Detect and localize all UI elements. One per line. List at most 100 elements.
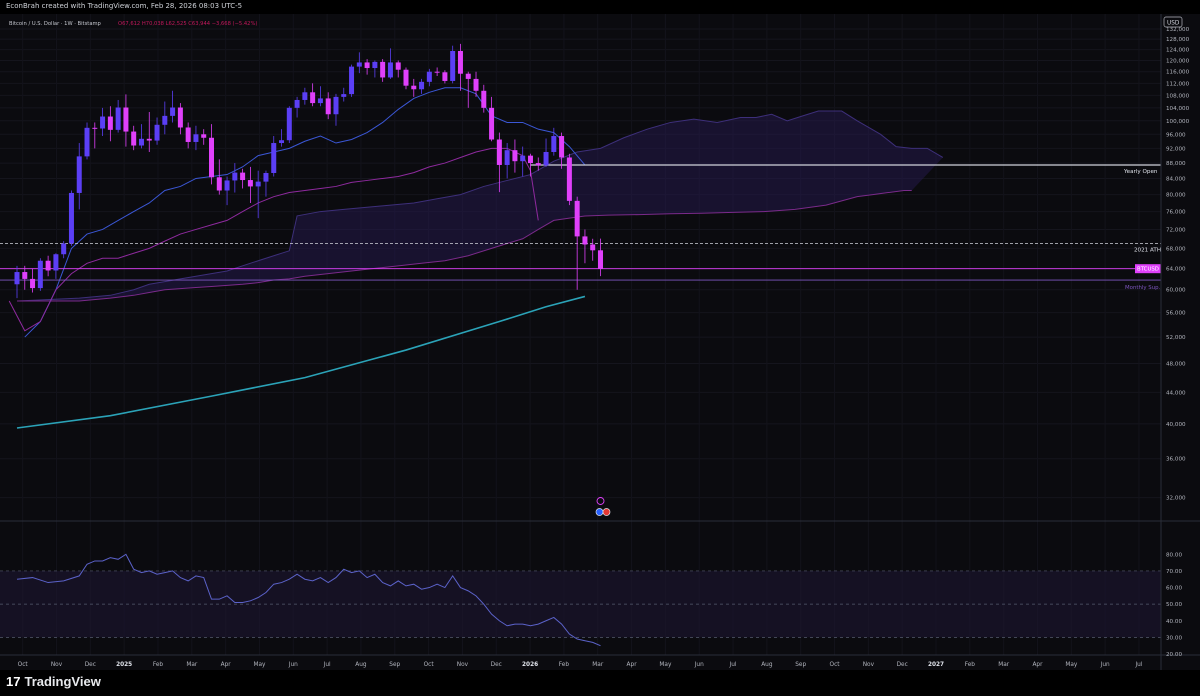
candle-body[interactable] <box>123 107 129 132</box>
candle-body[interactable] <box>434 71 440 73</box>
chart-area[interactable]: 87,496Yearly Open69,0002021 ATH63,944BTC… <box>0 14 1200 670</box>
candle-body[interactable] <box>61 243 67 255</box>
candle-body[interactable] <box>496 139 502 165</box>
candle-body[interactable] <box>520 155 526 162</box>
candle-body[interactable] <box>387 62 393 78</box>
candle-body[interactable] <box>177 107 183 128</box>
candle-body[interactable] <box>325 98 331 115</box>
candles[interactable] <box>14 43 604 299</box>
time-tick-label: May <box>253 662 266 668</box>
candle-body[interactable] <box>92 127 98 129</box>
us-flag-event-icon[interactable] <box>602 508 611 516</box>
candle-body[interactable] <box>559 136 565 158</box>
candle-body[interactable] <box>68 192 74 244</box>
candle-body[interactable] <box>473 78 479 91</box>
candle-body[interactable] <box>154 124 160 141</box>
candle-body[interactable] <box>380 61 386 78</box>
candle-body[interactable] <box>22 272 28 279</box>
time-tick-label: 2026 <box>522 662 538 668</box>
candle-body[interactable] <box>170 107 176 116</box>
candle-body[interactable] <box>317 98 323 104</box>
candle-body[interactable] <box>566 157 572 201</box>
candle-body[interactable] <box>271 143 277 173</box>
candle-body[interactable] <box>232 172 238 181</box>
candle-body[interactable] <box>240 172 246 181</box>
candle-body[interactable] <box>263 172 269 182</box>
candle-body[interactable] <box>512 150 518 162</box>
alert-icon[interactable] <box>596 497 605 505</box>
candle-body[interactable] <box>341 94 347 97</box>
candle-body[interactable] <box>450 50 456 81</box>
candle-body[interactable] <box>527 155 533 164</box>
candle-body[interactable] <box>411 85 417 90</box>
candle-body[interactable] <box>395 62 401 70</box>
price-tick-label: 124,000 <box>1166 48 1190 54</box>
candle-body[interactable] <box>115 107 121 130</box>
rsi-pane[interactable] <box>0 553 1161 647</box>
time-tick-label: 2025 <box>116 662 132 668</box>
candle-body[interactable] <box>426 71 432 82</box>
candle-body[interactable] <box>37 260 43 289</box>
candle-body[interactable] <box>590 244 596 251</box>
candle-body[interactable] <box>201 134 207 138</box>
candle-body[interactable] <box>442 72 448 81</box>
chart-svg[interactable]: 87,496Yearly Open69,0002021 ATH63,944BTC… <box>0 14 1200 670</box>
candle-body[interactable] <box>224 180 230 191</box>
candle-body[interactable] <box>310 92 316 104</box>
rsi-line[interactable] <box>16 553 601 647</box>
event-icons[interactable] <box>595 497 611 516</box>
time-tick-label: 2027 <box>928 662 944 668</box>
candle-body[interactable] <box>294 99 300 108</box>
candle-body[interactable] <box>302 92 308 100</box>
candle-body[interactable] <box>209 137 214 178</box>
candle-body[interactable] <box>216 177 222 191</box>
candle-body[interactable] <box>457 50 463 74</box>
candle-body[interactable] <box>53 254 59 271</box>
candle-body[interactable] <box>582 236 588 245</box>
candle-body[interactable] <box>356 62 362 67</box>
candle-body[interactable] <box>84 127 90 157</box>
candle-body[interactable] <box>333 96 339 115</box>
candle-body[interactable] <box>419 81 425 90</box>
candle-body[interactable] <box>465 73 471 79</box>
candle-body[interactable] <box>255 181 261 187</box>
candle-body[interactable] <box>489 107 495 140</box>
candle-body[interactable] <box>247 180 253 187</box>
candle-body[interactable] <box>349 66 355 95</box>
time-tick-label: Oct <box>18 662 29 668</box>
candle-body[interactable] <box>138 138 144 146</box>
currency-badge[interactable] <box>1163 16 1183 28</box>
time-tick-label: Aug <box>761 662 773 668</box>
tradingview-brand: TradingView <box>24 674 101 689</box>
time-tick-label: Dec <box>491 662 502 668</box>
candle-body[interactable] <box>45 260 51 271</box>
candle-body[interactable] <box>185 127 191 142</box>
candle-body[interactable] <box>372 61 378 69</box>
candle-body[interactable] <box>146 138 152 141</box>
time-tick-label: Oct <box>424 662 435 668</box>
candle-body[interactable] <box>543 151 549 166</box>
price-tick-label: 112,000 <box>1166 81 1190 87</box>
tradingview-logo[interactable]: 17 TradingView <box>6 674 101 689</box>
candle-body[interactable] <box>481 90 487 108</box>
candle-body[interactable] <box>286 107 292 141</box>
tv-logo-icon: 17 <box>6 674 21 689</box>
candle-body[interactable] <box>403 69 409 86</box>
candle-body[interactable] <box>598 250 603 269</box>
candle-body[interactable] <box>279 140 285 144</box>
us-flag-event-icon[interactable] <box>595 508 604 516</box>
candle-body[interactable] <box>364 62 370 69</box>
candle-body[interactable] <box>574 200 580 237</box>
candle-body[interactable] <box>14 272 20 285</box>
candle-body[interactable] <box>504 150 510 165</box>
candle-body[interactable] <box>107 116 113 130</box>
candle-body[interactable] <box>551 136 557 152</box>
candle-body[interactable] <box>193 134 199 142</box>
candle-body[interactable] <box>76 156 82 193</box>
candle-body[interactable] <box>30 278 36 289</box>
candle-body[interactable] <box>535 163 541 166</box>
candle-body[interactable] <box>162 115 168 125</box>
time-tick-label: Feb <box>153 662 164 668</box>
candle-body[interactable] <box>131 131 137 146</box>
candle-body[interactable] <box>100 116 106 129</box>
